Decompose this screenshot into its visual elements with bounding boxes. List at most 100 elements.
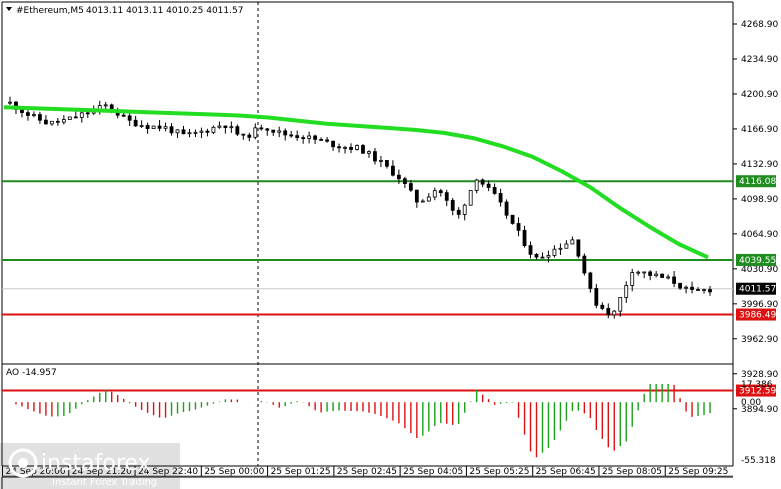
candle-body [408, 183, 413, 191]
candle-body [654, 273, 659, 276]
candle-body [414, 189, 419, 203]
candle-body [277, 130, 282, 133]
current-price-box [736, 282, 776, 295]
time-tick-label: 25 Sep 06:45 [536, 467, 596, 477]
candle-body [247, 134, 252, 138]
candle-body [702, 289, 706, 291]
candle-body [672, 276, 677, 284]
price-tick-label: 3894.90 [741, 405, 778, 415]
candle-body [121, 114, 126, 117]
candle-body [289, 134, 294, 137]
candle-body [187, 132, 192, 135]
candle-body [43, 119, 48, 125]
price-tick-label: 4132.90 [741, 160, 778, 170]
candle-body [373, 151, 377, 162]
level-box [736, 384, 776, 397]
candle-body [618, 297, 623, 312]
candle-body [127, 115, 132, 121]
candle-body [79, 112, 84, 118]
candle-body [522, 229, 527, 247]
symbol-label: #Ethereum,M5 [16, 6, 84, 16]
price-tick-label: 4234.90 [741, 55, 778, 65]
candle-body [492, 187, 497, 194]
candle-body [396, 174, 401, 180]
time-tick-label: 25 Sep 04:05 [403, 467, 463, 477]
candle-body [157, 125, 162, 129]
current-price-label: 4011.57 [739, 285, 776, 295]
candle-body [486, 183, 491, 188]
candle-body [385, 160, 389, 167]
logo-tagline: Instant Forex Trading [52, 477, 157, 488]
candle-body [61, 119, 66, 123]
time-tick-label: 25 Sep 08:05 [602, 467, 662, 477]
candle-body [193, 131, 198, 134]
level-box [736, 308, 776, 321]
ao-histogram [15, 384, 711, 458]
level-label: 3986.49 [739, 311, 776, 321]
candle-body [325, 139, 329, 142]
candle-body [379, 160, 383, 162]
candle-body [630, 272, 635, 286]
price-tick-label: 3962.90 [741, 335, 778, 345]
level-box [736, 175, 776, 188]
candle-body [307, 135, 312, 139]
candle-body [456, 209, 461, 215]
candle-body [648, 271, 653, 276]
candle-body [337, 146, 341, 149]
candle-body [684, 286, 688, 289]
price-tick-label: 3996.90 [741, 300, 778, 310]
time-tick-label: 24 Sep 20:00 [6, 467, 66, 477]
candle-body [438, 190, 443, 194]
candle-body [8, 101, 12, 104]
candle-body [301, 137, 306, 139]
ao-label: AO -14.957 [6, 368, 57, 378]
time-tick-label: 25 Sep 05:25 [469, 467, 529, 477]
ao-tick-label: -55.318 [741, 456, 776, 466]
candle-body [343, 146, 347, 149]
candle-body [313, 135, 318, 140]
candle-body [103, 104, 108, 107]
candle-body [546, 255, 551, 258]
candle-body [534, 253, 539, 258]
candle-body [504, 201, 509, 216]
logo-mark-icon [8, 448, 38, 478]
price-tick-label: 4200.90 [741, 90, 778, 100]
candle-body [606, 308, 611, 316]
price-tick-label: 4030.90 [741, 265, 778, 275]
candle-body [151, 125, 156, 129]
candle-body [205, 130, 210, 133]
candle-body [636, 271, 641, 274]
candle-body [361, 145, 365, 154]
price-tick-label: 4166.90 [741, 125, 778, 135]
candle-body [588, 272, 593, 289]
candle-body [516, 223, 521, 231]
candle-body [594, 288, 599, 306]
candle-body [169, 126, 174, 134]
level-label: 4116.08 [739, 177, 776, 187]
candle-body [708, 289, 712, 293]
candle-body [175, 129, 180, 134]
price-tick-label: 4064.90 [741, 230, 778, 240]
candle-body [211, 126, 216, 133]
candle-body [163, 126, 168, 129]
candle-body [402, 178, 407, 184]
candle-body [666, 276, 671, 279]
time-axis: 24 Sep 20:00 24 Sep 21:20 24 Sep 22:40 25 S… [2, 466, 728, 477]
ohlc-label: 4013.11 4013.11 4010.25 4011.57 [86, 6, 243, 16]
candle-body [271, 129, 276, 133]
candle-body [295, 135, 300, 138]
candle-body [420, 200, 425, 203]
candle-body [570, 239, 575, 245]
level-label: 3912.59 [739, 387, 776, 397]
ao-tick-label: 0.00 [741, 398, 761, 408]
candle-body [576, 239, 581, 257]
candle-body [468, 190, 473, 206]
level-label: 4039.55 [739, 256, 776, 266]
candle-body [474, 179, 479, 191]
triangle-down-icon[interactable] [6, 7, 12, 11]
candle-body [510, 214, 515, 224]
candle-body [253, 127, 258, 138]
